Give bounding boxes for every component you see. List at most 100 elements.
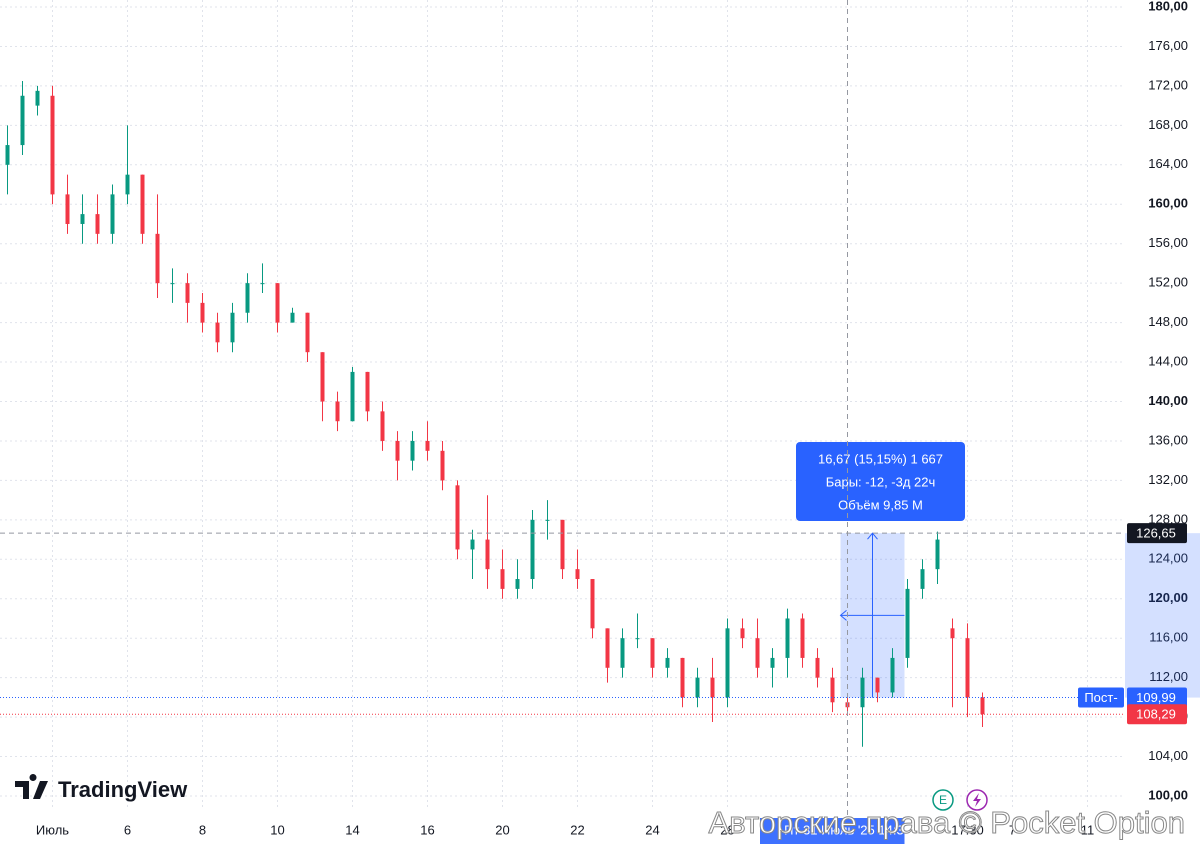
candle-body bbox=[80, 214, 85, 224]
candle-body bbox=[560, 519, 565, 570]
y-tick-label: 180,00 bbox=[1148, 0, 1188, 13]
crosshair-price-box bbox=[1127, 523, 1187, 544]
y-tick-label: 148,00 bbox=[1148, 314, 1188, 329]
x-tick-label: 24 bbox=[645, 822, 659, 837]
x-tick-label: 17:30 bbox=[951, 822, 984, 837]
measure-axis-band bbox=[1125, 533, 1200, 698]
x-tick-label: Июль bbox=[36, 822, 69, 837]
candle-body bbox=[965, 638, 970, 698]
x-tick-label: 6 bbox=[124, 822, 131, 837]
candle-body bbox=[800, 618, 805, 658]
y-tick-label: 124,00 bbox=[1148, 551, 1188, 566]
candle-body bbox=[860, 677, 865, 708]
measure-info-box bbox=[796, 442, 965, 521]
crosshair-price-label: 126,65 bbox=[1136, 526, 1176, 541]
candle-body bbox=[200, 302, 205, 323]
candle-body bbox=[140, 174, 145, 234]
candle-body bbox=[785, 618, 790, 658]
candle-body bbox=[20, 95, 25, 146]
candle-body bbox=[605, 628, 610, 668]
measure-info-text: Бары: -12, -3д 22ч bbox=[826, 474, 936, 489]
candle-body bbox=[830, 677, 835, 703]
candle-body bbox=[35, 90, 40, 106]
x-tick-label: 16 bbox=[420, 822, 434, 837]
measure-info-text: 16,67 (15,15%) 1 667 bbox=[818, 451, 943, 466]
candle-body bbox=[95, 214, 100, 234]
candle-body bbox=[890, 657, 895, 693]
x-tick-label: 11 bbox=[1081, 822, 1095, 837]
candle-body bbox=[305, 312, 310, 353]
watermark: Авторские права © Pocket Option bbox=[709, 805, 1185, 840]
x-tick-label: 22 bbox=[570, 822, 584, 837]
candle-body bbox=[290, 312, 295, 323]
x-range-band bbox=[760, 818, 905, 844]
x-tick-label: 14 bbox=[345, 822, 359, 837]
candle-body bbox=[155, 233, 160, 284]
x-tick-label: 20 bbox=[495, 822, 509, 837]
candle-body bbox=[455, 485, 460, 550]
y-tick-label: 136,00 bbox=[1148, 432, 1188, 447]
candle-body bbox=[620, 638, 625, 668]
y-tick-label: 140,00 bbox=[1148, 393, 1188, 408]
measure-arrow-head bbox=[867, 532, 878, 540]
candle-body bbox=[215, 322, 220, 343]
price-label: 109,99 bbox=[1136, 690, 1176, 705]
measure-arrow-head bbox=[839, 609, 847, 621]
y-tick-label: 112,00 bbox=[1149, 669, 1188, 684]
candle-body bbox=[815, 657, 820, 678]
price-label-box bbox=[1127, 704, 1187, 725]
candle-body bbox=[125, 174, 130, 195]
y-tick-label: 168,00 bbox=[1148, 117, 1188, 132]
candle-body bbox=[950, 628, 955, 639]
candle-body bbox=[275, 283, 280, 323]
lightning-icon bbox=[973, 793, 981, 807]
logo: TradingView bbox=[15, 774, 188, 802]
candle-body bbox=[50, 95, 55, 195]
candle-body bbox=[920, 569, 925, 589]
candle-body bbox=[170, 283, 175, 285]
price-label: 108,29 bbox=[1136, 707, 1176, 722]
event-badge: E bbox=[939, 793, 947, 807]
x-tick-label: 28 bbox=[720, 822, 734, 837]
candle-body bbox=[875, 677, 880, 693]
candle-body bbox=[260, 283, 265, 285]
price-tag: Пост- bbox=[1084, 690, 1117, 705]
event-badge-circle bbox=[932, 789, 954, 811]
candle-body bbox=[395, 440, 400, 461]
candle-body bbox=[425, 440, 430, 451]
y-tick-label: 144,00 bbox=[1148, 353, 1188, 368]
y-tick-label: 176,00 bbox=[1148, 38, 1188, 53]
price-label-box bbox=[1127, 687, 1187, 708]
candle-body bbox=[245, 283, 250, 313]
candle-body bbox=[575, 569, 580, 580]
candle-body bbox=[485, 539, 490, 570]
y-tick-label: 116,00 bbox=[1149, 630, 1188, 645]
candle-body bbox=[5, 145, 10, 165]
candle-body bbox=[65, 194, 70, 224]
y-tick-label: 152,00 bbox=[1148, 275, 1188, 290]
y-tick-label: 104,00 bbox=[1148, 748, 1188, 763]
candle-body bbox=[770, 657, 775, 668]
y-tick-label: 100,00 bbox=[1148, 787, 1188, 802]
y-tick-label: 120,00 bbox=[1148, 590, 1188, 605]
candle-body bbox=[515, 579, 520, 589]
candle-body bbox=[935, 539, 940, 570]
measure-info-text: Объём 9,85 M bbox=[838, 497, 923, 512]
x-tick-label: 10 bbox=[270, 822, 284, 837]
logo-icon bbox=[15, 774, 48, 799]
crosshair-time-label: Пт 31 Июль '25 14:30 bbox=[784, 822, 911, 837]
candle-body bbox=[350, 371, 355, 422]
candle-body bbox=[710, 677, 715, 698]
candle-body bbox=[335, 401, 340, 422]
candle-body bbox=[230, 312, 235, 343]
y-tick-label: 160,00 bbox=[1148, 196, 1188, 211]
candle-body bbox=[320, 352, 325, 402]
candle-body bbox=[905, 588, 910, 658]
candle-body bbox=[650, 638, 655, 668]
candle-body bbox=[635, 638, 640, 640]
candle-body bbox=[530, 519, 535, 580]
x-tick-label: 7 bbox=[1009, 822, 1016, 837]
